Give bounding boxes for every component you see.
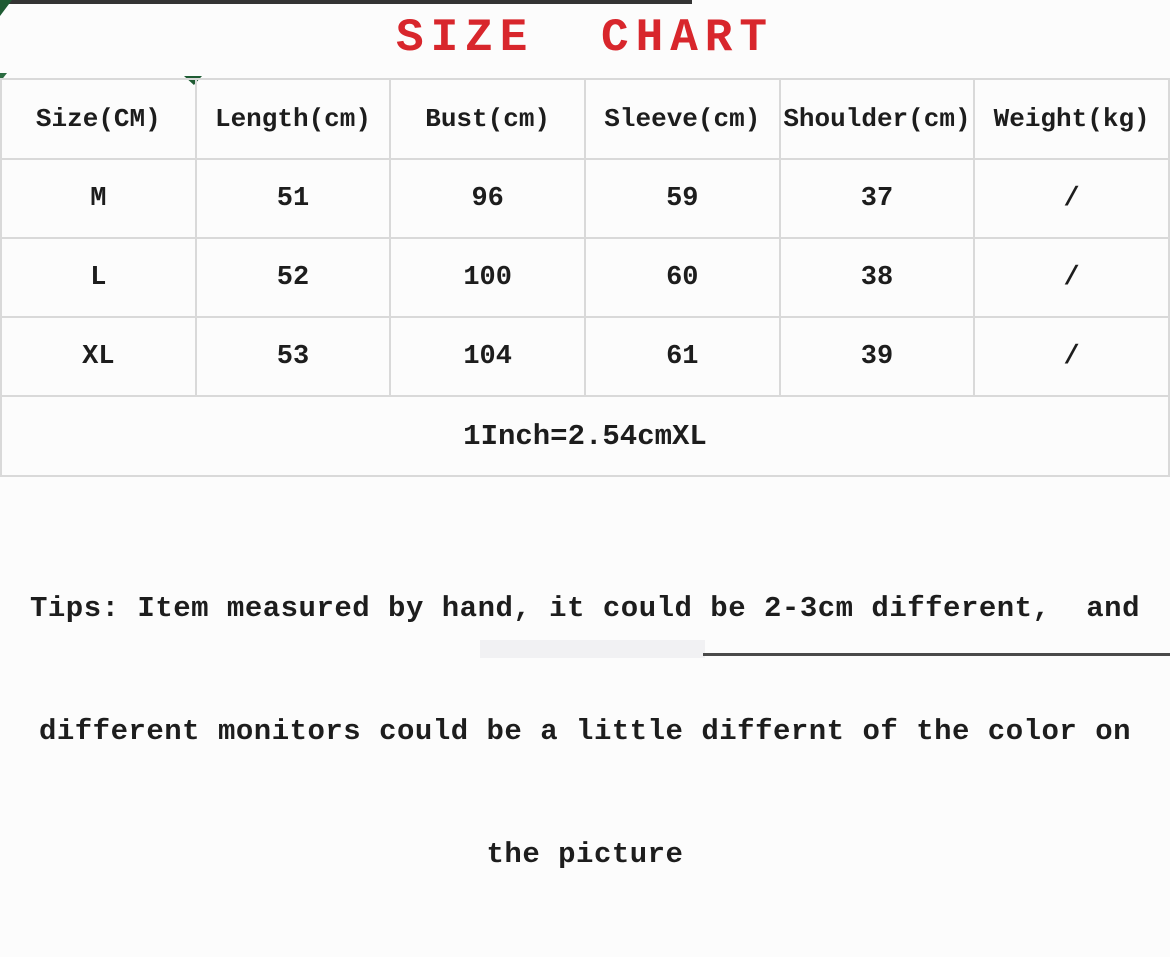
cell-sleeve: 61 — [583, 316, 781, 397]
cell-size: M — [0, 158, 197, 239]
tips-text: Tips: Item measured by hand, it could be… — [0, 506, 1170, 957]
column-header-sleeve: Sleeve(cm) — [583, 78, 781, 160]
table-row-m: M 51 96 59 37 / — [0, 158, 1170, 239]
cell-length: 52 — [194, 237, 392, 318]
inch-conversion-note: 1Inch=2.54cmXL — [0, 395, 1170, 477]
cell-length: 53 — [194, 316, 392, 397]
cell-shoulder: 37 — [778, 158, 976, 239]
table-row-l: L 52 100 60 38 / — [0, 237, 1170, 318]
cell-weight: / — [973, 158, 1170, 239]
cell-sleeve: 60 — [583, 237, 781, 318]
page-title: SIZE CHART — [395, 12, 775, 64]
note-row: 1Inch=2.54cmXL — [0, 395, 1170, 477]
cell-weight: / — [973, 237, 1170, 318]
photo-edge-artifact-top — [0, 0, 692, 4]
column-header-length: Length(cm) — [194, 78, 392, 160]
cell-weight: / — [973, 316, 1170, 397]
cell-shoulder: 39 — [778, 316, 976, 397]
cell-size: XL — [0, 316, 197, 397]
tips-line-3: the picture — [486, 838, 684, 871]
size-chart-table: Size(CM) Length(cm) Bust(cm) Sleeve(cm) … — [0, 78, 1170, 477]
cell-bust: 104 — [389, 316, 586, 397]
column-header-bust: Bust(cm) — [389, 78, 586, 160]
cell-sleeve: 59 — [583, 158, 781, 239]
table-row-xl: XL 53 104 61 39 / — [0, 316, 1170, 397]
cell-length: 51 — [194, 158, 392, 239]
header-row: Size(CM) Length(cm) Bust(cm) Sleeve(cm) … — [0, 78, 1170, 160]
cell-size: L — [0, 237, 197, 318]
column-header-size: Size(CM) — [0, 78, 197, 160]
tips-line-2: different monitors could be a little dif… — [38, 715, 1132, 748]
column-header-weight: Weight(kg) — [973, 78, 1170, 160]
cell-bust: 100 — [389, 237, 586, 318]
photo-edge-artifact-bottom — [703, 653, 1170, 656]
size-chart-page: SIZE CHART Size(CM) Length(cm) Bust(cm) … — [0, 0, 1170, 871]
cell-shoulder: 38 — [778, 237, 976, 318]
column-header-shoulder: Shoulder(cm) — [778, 78, 976, 160]
leaf-sliver-artifact — [0, 73, 7, 82]
tips-line-1: Tips: Item measured by hand, it could be… — [30, 592, 1140, 625]
cell-bust: 96 — [389, 158, 586, 239]
photo-edge-artifact-bottom-patch — [480, 640, 705, 658]
